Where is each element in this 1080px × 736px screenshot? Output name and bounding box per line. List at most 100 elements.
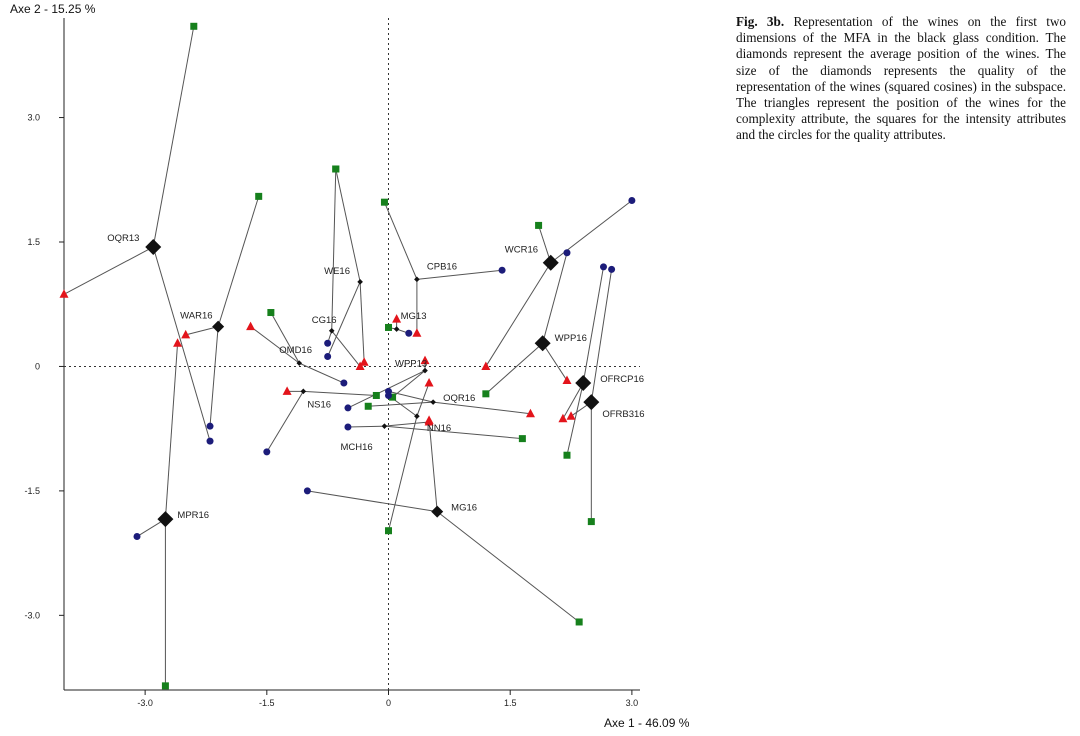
intensity-square-point [575, 618, 583, 626]
intensity-square-point [267, 309, 275, 317]
quality-circle-point [263, 448, 271, 456]
link-line [164, 343, 179, 520]
quality-circle-point [628, 197, 636, 205]
complexity-triangle-point [566, 411, 576, 420]
complexity-triangle-point [246, 321, 256, 331]
link-line [335, 168, 361, 282]
y-tick-label: 0 [35, 361, 40, 371]
link-line [327, 281, 361, 357]
wine-label: WPP16 [555, 333, 587, 344]
link-line [266, 391, 304, 453]
wine-label: WAR16 [180, 311, 212, 322]
intensity-square-point [385, 323, 393, 331]
quality-circle-point [206, 437, 214, 445]
mean-diamond-point [145, 238, 162, 255]
link-line [217, 196, 260, 327]
x-tick-label: 1.5 [504, 698, 517, 708]
link-line [582, 266, 604, 384]
intensity-square-point [482, 390, 490, 398]
link-line [428, 420, 438, 512]
complexity-triangle-point [392, 314, 402, 323]
intensity-square-point [161, 682, 169, 690]
link-line [299, 362, 345, 384]
y-tick-label: -3.0 [24, 610, 40, 620]
link-line [383, 201, 418, 280]
mean-diamond-point [212, 320, 225, 333]
quality-circle-point [599, 263, 607, 271]
complexity-triangle-point [59, 289, 69, 298]
wine-label: NS16 [307, 399, 331, 410]
link-line [542, 342, 568, 381]
link-line [485, 262, 552, 367]
mean-diamond-point [430, 399, 436, 405]
link-line [250, 326, 300, 364]
quality-circle-point [340, 379, 348, 387]
intensity-square-point [587, 518, 595, 526]
mean-diamond-point [328, 327, 335, 334]
wine-label: OQR13 [107, 233, 139, 244]
link-line [485, 342, 543, 395]
mean-diamond-point [534, 335, 551, 352]
intensity-square-point [535, 221, 543, 229]
wine-label: WCR16 [505, 245, 538, 256]
intensity-square-point [385, 527, 393, 535]
intensity-square-point [389, 393, 397, 401]
intensity-square-point [255, 192, 263, 200]
quality-circle-point [206, 422, 214, 430]
wine-label: MPR16 [177, 510, 209, 521]
intensity-square-point [563, 451, 571, 459]
quality-circle-point [498, 266, 506, 274]
quality-circle-point [405, 329, 413, 337]
wine-label: OQR16 [443, 393, 475, 404]
caption-label: Fig. 3b. [736, 14, 785, 29]
mean-diamond-point [157, 511, 174, 528]
link-line [331, 168, 337, 331]
link-line [388, 390, 434, 403]
wine-label: MG13 [401, 311, 427, 322]
intensity-square-point [364, 402, 372, 410]
link-line [590, 269, 613, 403]
mean-diamond-point [542, 254, 559, 271]
quality-circle-point [324, 352, 332, 360]
complexity-triangle-point [424, 378, 434, 387]
quality-circle-point [344, 404, 352, 412]
intensity-square-point [518, 435, 526, 443]
complexity-triangle-point [412, 328, 422, 337]
intensity-square-point [332, 165, 340, 173]
link-line [152, 246, 211, 442]
x-tick-label: 0 [386, 698, 391, 708]
mean-diamond-point [296, 360, 303, 366]
x-tick-label: -3.0 [137, 698, 153, 708]
complexity-triangle-point [424, 415, 434, 424]
link-line [185, 326, 219, 336]
link-line [436, 511, 580, 623]
wine-label: CPB16 [427, 261, 457, 272]
y-tick-label: 3.0 [27, 113, 40, 123]
link-line [542, 252, 568, 344]
y-axis-title: Axe 2 - 15.25 % [10, 2, 96, 16]
mean-diamond-point [357, 279, 363, 285]
wine-label: WE16 [324, 266, 350, 277]
wine-label: OFRCP16 [600, 374, 644, 385]
link-line [388, 416, 418, 531]
quality-circle-point [608, 265, 616, 273]
link-line [562, 382, 584, 419]
link-line [384, 425, 523, 440]
y-tick-label: -1.5 [24, 486, 40, 496]
wine-label: OFRB316 [602, 409, 644, 420]
mean-diamond-point [414, 413, 420, 420]
x-tick-label: 3.0 [626, 698, 639, 708]
quality-circle-point [385, 391, 393, 399]
x-tick-label: -1.5 [259, 698, 275, 708]
complexity-triangle-point [420, 355, 430, 365]
link-line [392, 370, 426, 398]
link-line [307, 490, 438, 513]
complexity-triangle-point [562, 375, 572, 385]
link-line [347, 425, 385, 428]
mean-diamond-point [300, 388, 307, 395]
wine-label: WPP13 [395, 359, 427, 370]
quality-circle-point [563, 249, 571, 257]
link-line [416, 382, 430, 417]
complexity-triangle-point [173, 338, 183, 347]
